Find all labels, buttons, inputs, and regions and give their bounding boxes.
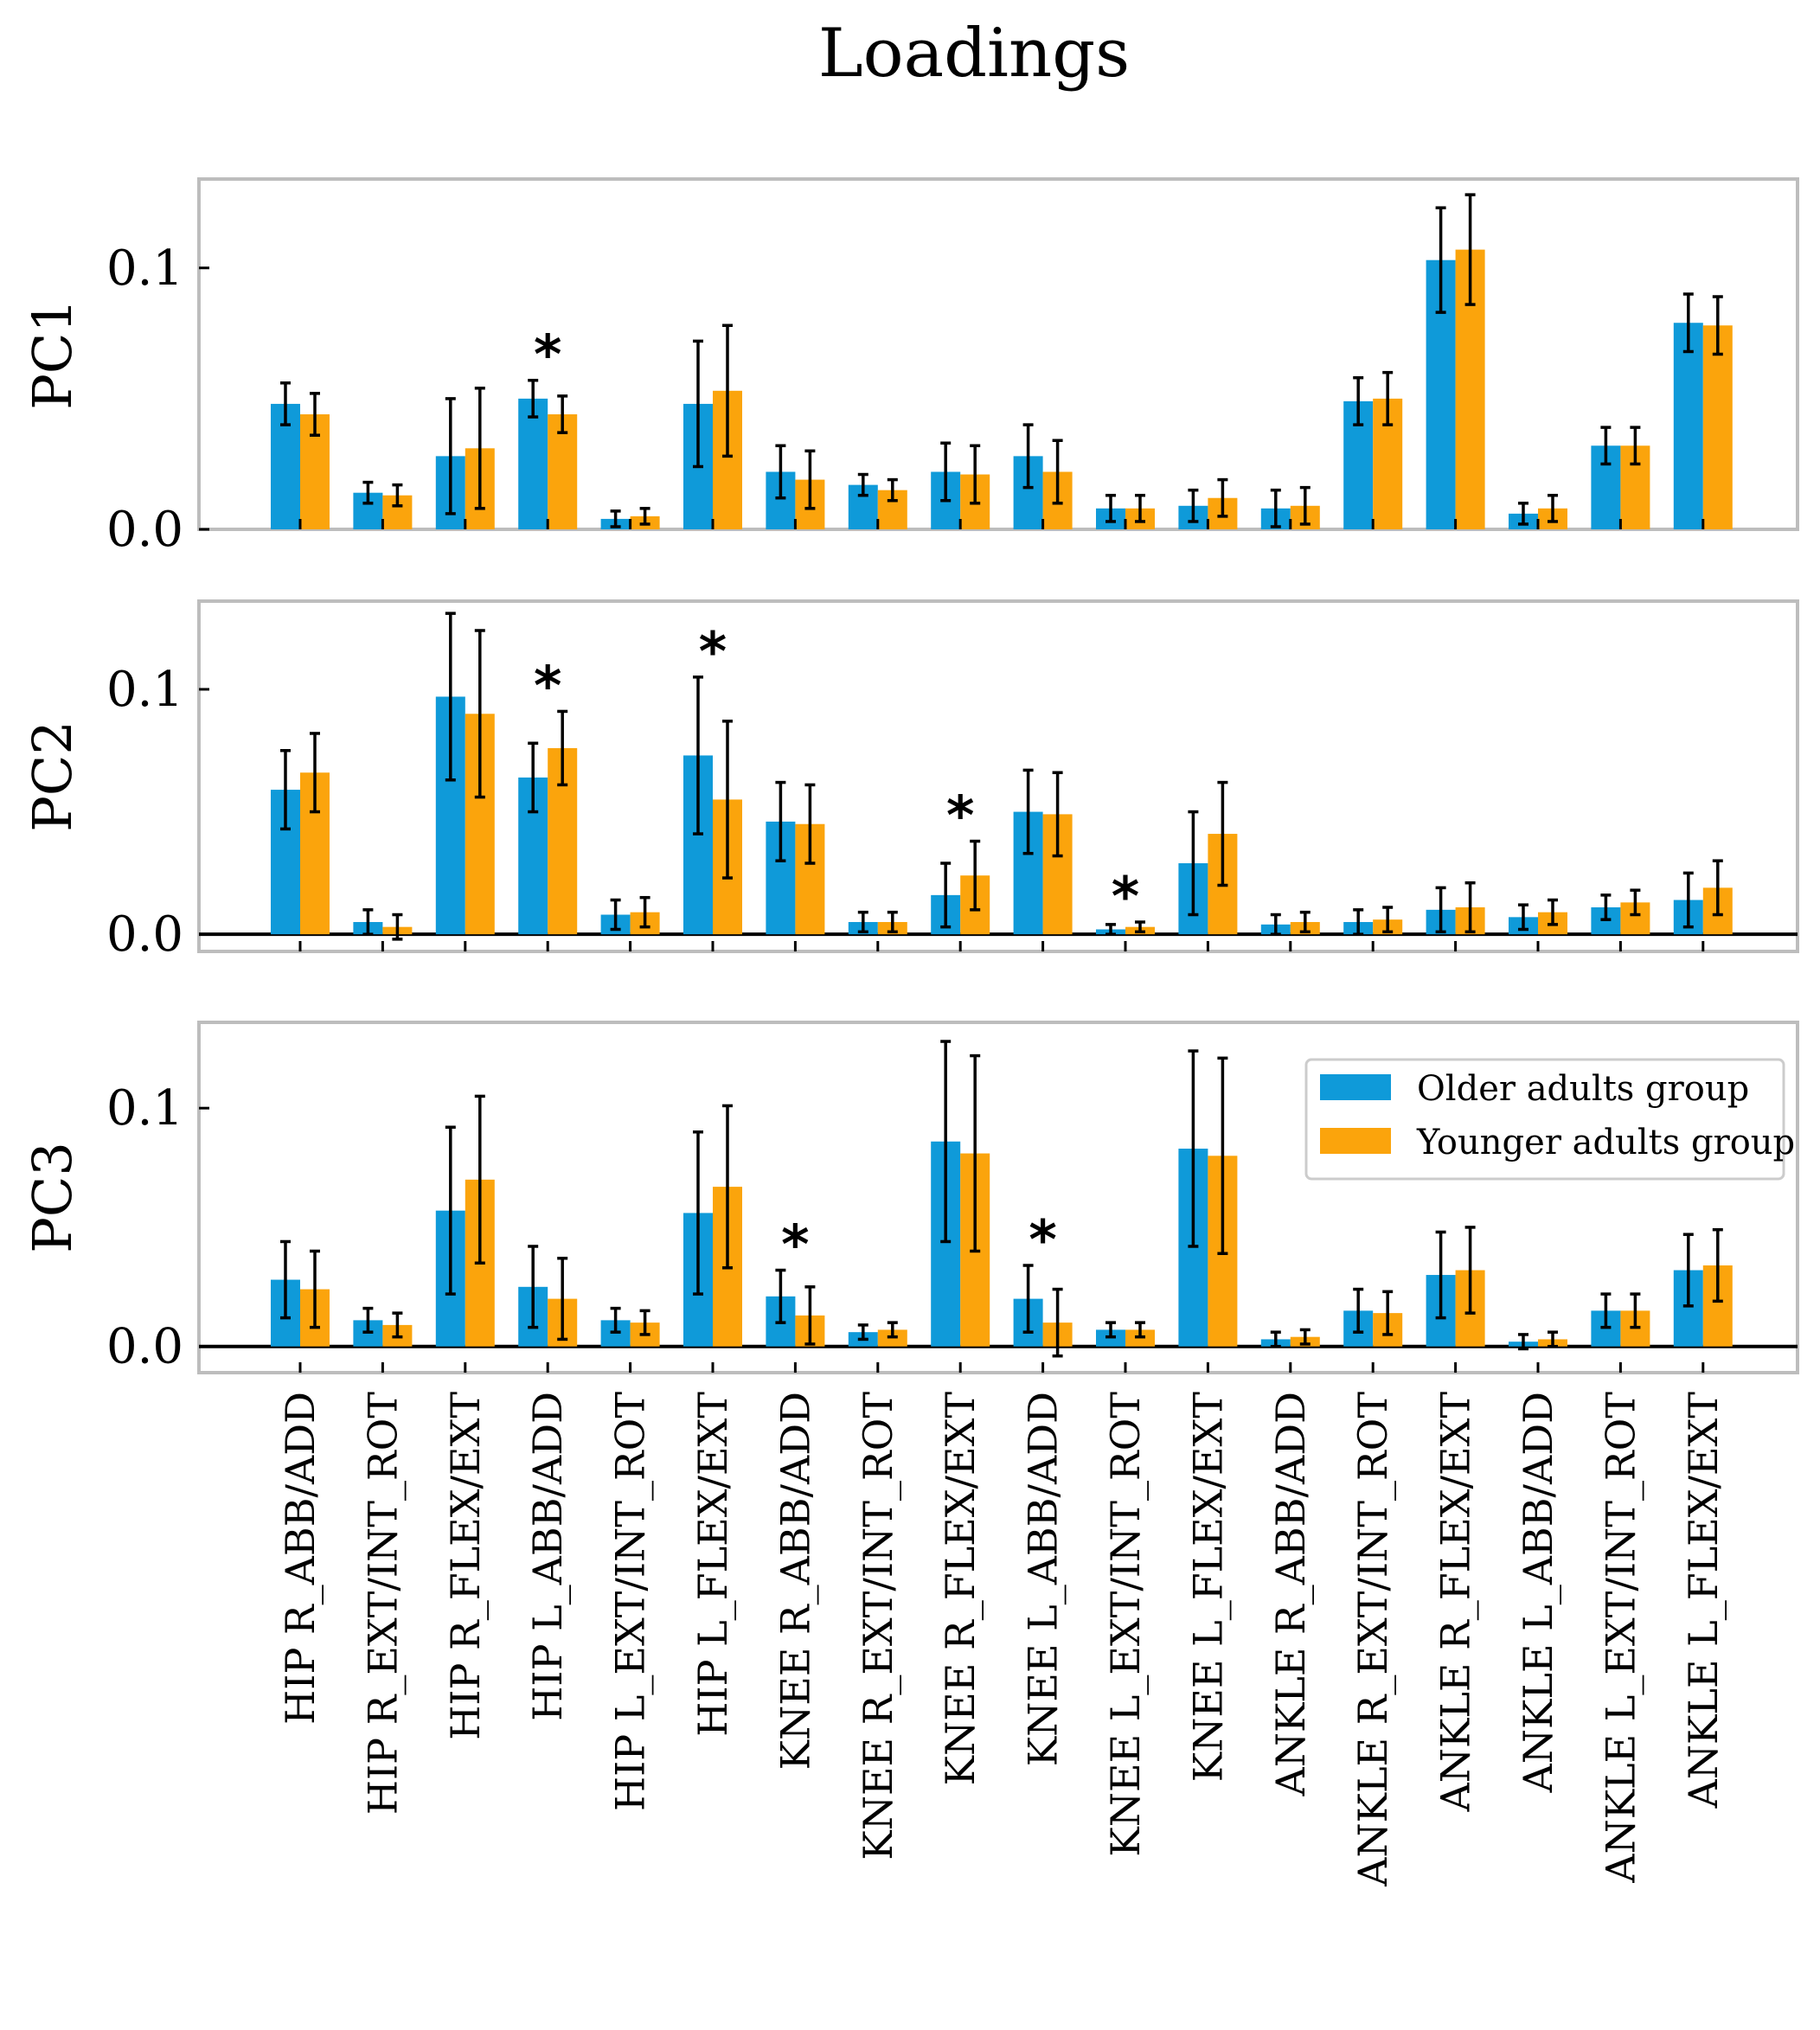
- x-tick-label: ANKLE L_ABB/ADD: [1515, 1392, 1561, 1793]
- significance-star: *: [946, 784, 974, 848]
- legend-label-older: Older adults group: [1417, 1069, 1749, 1109]
- x-tick-label: ANKLE R_ABB/ADD: [1267, 1392, 1314, 1797]
- x-tick-label: ANKLE L_FLEX/EXT: [1680, 1392, 1727, 1809]
- significance-star: *: [1029, 1208, 1056, 1271]
- x-tick-labels: HIP R_ABB/ADD HIP R_EXT/INT_ROT HIP R_FLEX…: [277, 1392, 1727, 1887]
- x-tick-label: ANKLE L_EXT/INT_ROT: [1597, 1392, 1644, 1884]
- legend-swatch-older: [1320, 1074, 1391, 1100]
- chart-title: Loadings: [818, 15, 1130, 93]
- y-axis-label: PC3: [21, 1142, 84, 1253]
- y-tick-label: 0.1: [106, 240, 183, 297]
- x-tick-label: KNEE R_FLEX/EXT: [937, 1392, 984, 1786]
- x-tick-label: ANKLE R_FLEX/EXT: [1432, 1392, 1479, 1813]
- x-tick-label: ANKLE R_EXT/INT_ROT: [1349, 1392, 1396, 1887]
- y-tick-label: 0.1: [106, 1080, 183, 1137]
- panel-pc1: PC1 0.0 0.1 *: [21, 177, 1799, 558]
- x-tick-label: HIP L_EXT/INT_ROT: [607, 1392, 654, 1811]
- y-tick-label: 0.1: [106, 662, 183, 718]
- x-tick-label: KNEE R_ABB/ADD: [772, 1392, 818, 1770]
- x-tick-label: HIP R_ABB/ADD: [277, 1392, 324, 1725]
- bar-younger: [1702, 325, 1733, 529]
- plot-frame: [197, 177, 1799, 531]
- y-axis-label: PC1: [21, 298, 84, 410]
- bar-older: [1673, 323, 1703, 529]
- y-tick-label: 0.0: [106, 906, 183, 963]
- panel-pc2: PC2 0.0 0.1 * * * *: [21, 599, 1799, 963]
- panels: PC1 0.0 0.1 * PC2 0.0 0.1 * * * * PC3 0.0 0.1 * *: [21, 177, 1799, 1375]
- plot-frame: [197, 1021, 1799, 1374]
- legend-label-younger: Younger adults group: [1416, 1123, 1795, 1162]
- significance-star: *: [534, 654, 561, 717]
- x-tick-label: HIP L_FLEX/EXT: [689, 1392, 736, 1737]
- legend-swatch-younger: [1320, 1128, 1391, 1154]
- x-tick-label: HIP R_EXT/INT_ROT: [359, 1392, 406, 1815]
- legend-frame: [1304, 1058, 1785, 1181]
- x-tick-label: KNEE L_EXT/INT_ROT: [1102, 1392, 1149, 1857]
- x-tick-label: HIP L_ABB/ADD: [524, 1392, 571, 1721]
- x-tick-label: KNEE L_FLEX/EXT: [1184, 1392, 1231, 1783]
- bar-older: [518, 398, 548, 529]
- y-tick-label: 0.0: [106, 502, 183, 558]
- significance-star: *: [699, 620, 727, 683]
- significance-star: *: [781, 1214, 809, 1277]
- significance-star: *: [1112, 865, 1139, 928]
- panel-pc3: PC3 0.0 0.1 * *: [21, 1021, 1799, 1375]
- y-axis-label: PC2: [21, 720, 84, 832]
- y-tick-label: 0.0: [106, 1319, 183, 1375]
- legend: Older adults group Younger adults group: [1304, 1058, 1795, 1181]
- plot-frame: [197, 599, 1799, 953]
- x-tick-label: KNEE L_ABB/ADD: [1020, 1392, 1067, 1766]
- x-tick-label: HIP R_FLEX/EXT: [442, 1392, 489, 1740]
- x-tick-label: KNEE R_EXT/INT_ROT: [855, 1392, 901, 1860]
- significance-star: *: [534, 323, 561, 387]
